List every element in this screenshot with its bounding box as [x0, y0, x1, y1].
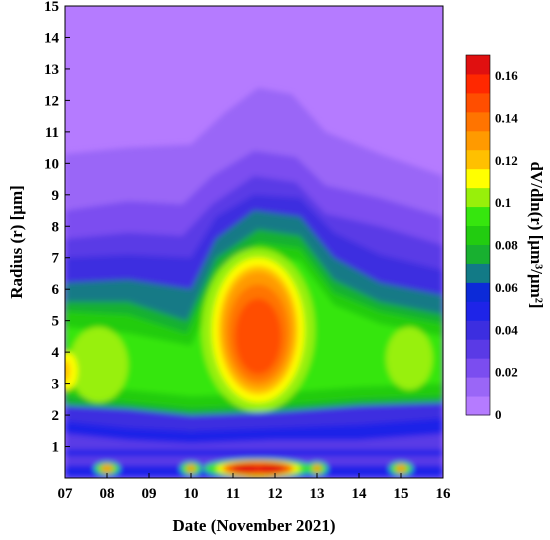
colorbar-tick-label: 0.06 — [495, 280, 518, 295]
y-tick-label: 1 — [52, 440, 60, 456]
colorbar-tick-label: 0.08 — [495, 238, 518, 253]
colorbar-tick-label: 0 — [495, 407, 502, 422]
colorbar-segment — [466, 92, 490, 113]
x-tick-label: 07 — [58, 486, 74, 502]
y-tick-label: 12 — [44, 93, 59, 109]
colorbar-segment — [466, 358, 490, 378]
colorbar-segment — [466, 244, 490, 264]
x-tick-label: 11 — [226, 486, 240, 502]
y-tick-label: 15 — [44, 0, 59, 15]
colorbar-segment — [466, 73, 490, 94]
y-tick-label: 5 — [52, 314, 60, 330]
y-tick-label: 2 — [52, 408, 60, 424]
y-tick-label: 10 — [44, 156, 59, 172]
colorbar-tick-label: 0.04 — [495, 322, 518, 337]
colorbar-segment — [466, 225, 490, 245]
colorbar-segment — [466, 339, 490, 359]
colorbar-segment — [466, 282, 490, 302]
y-tick-label: 6 — [52, 282, 60, 298]
contour-band — [65, 402, 443, 431]
contour-blob — [230, 463, 261, 474]
y-tick-label: 3 — [52, 377, 60, 393]
colorbar-segment — [466, 377, 490, 397]
contour-blob — [386, 326, 433, 390]
contour-blob — [235, 298, 282, 375]
x-tick-label: 15 — [394, 486, 409, 502]
x-axis-title: Date (November 2021) — [172, 516, 335, 535]
x-tick-label: 09 — [142, 486, 157, 502]
contour-blob — [395, 464, 407, 473]
y-tick-label: 7 — [52, 251, 60, 267]
contour-blob — [65, 352, 78, 390]
x-axis: 07 08 09 10 11 12 13 14 15 16 — [58, 473, 452, 502]
contour-blob — [100, 464, 114, 473]
colorbar-tick-label: 0.02 — [495, 365, 518, 380]
colorbar-tick-label: 0.14 — [495, 111, 518, 126]
contour-blob — [186, 464, 196, 473]
colorbar-tick-label: 0.12 — [495, 153, 518, 168]
contour-layers — [65, 87, 443, 478]
x-tick-label: 13 — [310, 486, 325, 502]
x-tick-label: 14 — [352, 486, 368, 502]
y-tick-label: 14 — [44, 30, 60, 46]
colorbar-segment — [466, 149, 490, 170]
contour-blob — [69, 326, 128, 403]
contour-blob — [65, 360, 71, 383]
colorbar-segment — [466, 130, 490, 151]
colorbar-segment — [466, 301, 490, 321]
colorbar-segment — [466, 187, 490, 208]
plot-frame — [64, 5, 444, 479]
y-tick-label: 11 — [45, 125, 59, 141]
y-tick-label: 13 — [44, 62, 59, 78]
contour-blob — [256, 463, 286, 474]
x-tick-label: 08 — [100, 486, 115, 502]
x-tick-label: 16 — [436, 486, 452, 502]
y-axis-title: Radius (r) [μm] — [7, 185, 26, 299]
colorbar-tick-label: 0.1 — [495, 195, 511, 210]
y-tick-label: 8 — [52, 219, 60, 235]
y-tick-label: 4 — [52, 345, 60, 361]
contour-band — [65, 433, 443, 450]
colorbar-segment — [466, 55, 490, 75]
colorbar-frame — [465, 54, 491, 416]
colorbar-segment — [466, 206, 490, 227]
colorbar-segment — [466, 396, 490, 416]
colorbar-segment — [466, 263, 490, 283]
colorbar-segment — [466, 111, 490, 132]
contour-blob — [312, 464, 322, 473]
y-tick-label: 9 — [52, 188, 60, 204]
x-tick-label: 12 — [268, 486, 283, 502]
colorbar-tick-label: 0.16 — [495, 68, 518, 83]
colorbar-segment — [466, 320, 490, 340]
x-tick-label: 10 — [184, 486, 199, 502]
plot-area — [65, 6, 443, 478]
colorbar-segment — [466, 168, 490, 189]
colorbar: 0 0.02 0.04 0.06 0.08 0.1 0.12 0.14 0.16 — [465, 54, 518, 422]
colorbar-title: dV/dln(r) [μm³/μm²] — [527, 161, 546, 308]
